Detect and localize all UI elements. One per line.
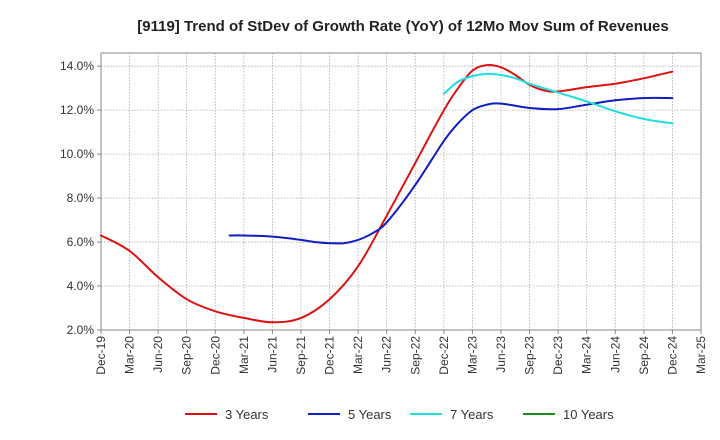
series-line-3-years (100, 63, 674, 324)
legend-label-7-years: 7 Years (450, 407, 494, 422)
x-tick-label: Mar-21 (237, 336, 251, 374)
y-tick-label: 14.0% (60, 59, 94, 73)
x-tick-label: Mar-23 (465, 336, 479, 374)
chart-title: [9119] Trend of StDev of Growth Rate (Yo… (137, 18, 668, 35)
legend: 3 Years 5 Years 7 Years 10 Years (185, 407, 614, 422)
series-lines (100, 63, 674, 324)
x-tick-label: Sep-24 (637, 336, 651, 375)
y-tick-label: 6.0% (67, 235, 95, 249)
series-line-5-years (228, 96, 674, 245)
x-axis: Dec-19 Mar-20 Jun-20 Sep-20 Dec-20 Mar-21 Jun-… (94, 330, 708, 375)
x-tick-label: Jun-20 (151, 336, 165, 373)
plot-border (100, 52, 702, 331)
x-tick-label: Sep-23 (523, 336, 537, 375)
x-tick-label: Jun-23 (494, 336, 508, 373)
x-tick-label: Mar-25 (694, 336, 708, 374)
x-tick-label: Dec-21 (323, 336, 337, 375)
legend-label-3-years: 3 Years (225, 407, 269, 422)
x-tick-label: Sep-22 (408, 336, 422, 375)
x-tick-label: Sep-20 (180, 336, 194, 375)
y-tick-label: 10.0% (60, 147, 94, 161)
y-tick-label: 8.0% (67, 191, 95, 205)
x-tick-label: Mar-24 (580, 336, 594, 374)
x-tick-label: Mar-22 (351, 336, 365, 374)
x-tick-label: Dec-24 (665, 336, 679, 375)
x-tick-label: Jun-22 (380, 336, 394, 373)
y-tick-label: 4.0% (67, 279, 95, 293)
x-tick-label: Dec-20 (208, 336, 222, 375)
y-axis: 2.0% 4.0% 6.0% 8.0% 10.0% 12.0% 14.0% (60, 59, 101, 337)
y-tick-label: 2.0% (67, 323, 95, 337)
grid (101, 53, 701, 330)
x-tick-label: Jun-24 (608, 336, 622, 373)
x-tick-label: Mar-20 (123, 336, 137, 374)
plot-area (101, 53, 701, 330)
legend-label-10-years: 10 Years (563, 407, 614, 422)
y-tick-label: 12.0% (60, 103, 94, 117)
x-tick-label: Dec-22 (437, 336, 451, 375)
x-tick-label: Dec-19 (94, 336, 108, 375)
x-tick-label: Sep-21 (294, 336, 308, 375)
x-tick-label: Dec-23 (551, 336, 565, 375)
series-line-7-years (442, 72, 674, 125)
x-tick-label: Jun-21 (265, 336, 279, 373)
legend-label-5-years: 5 Years (348, 407, 392, 422)
